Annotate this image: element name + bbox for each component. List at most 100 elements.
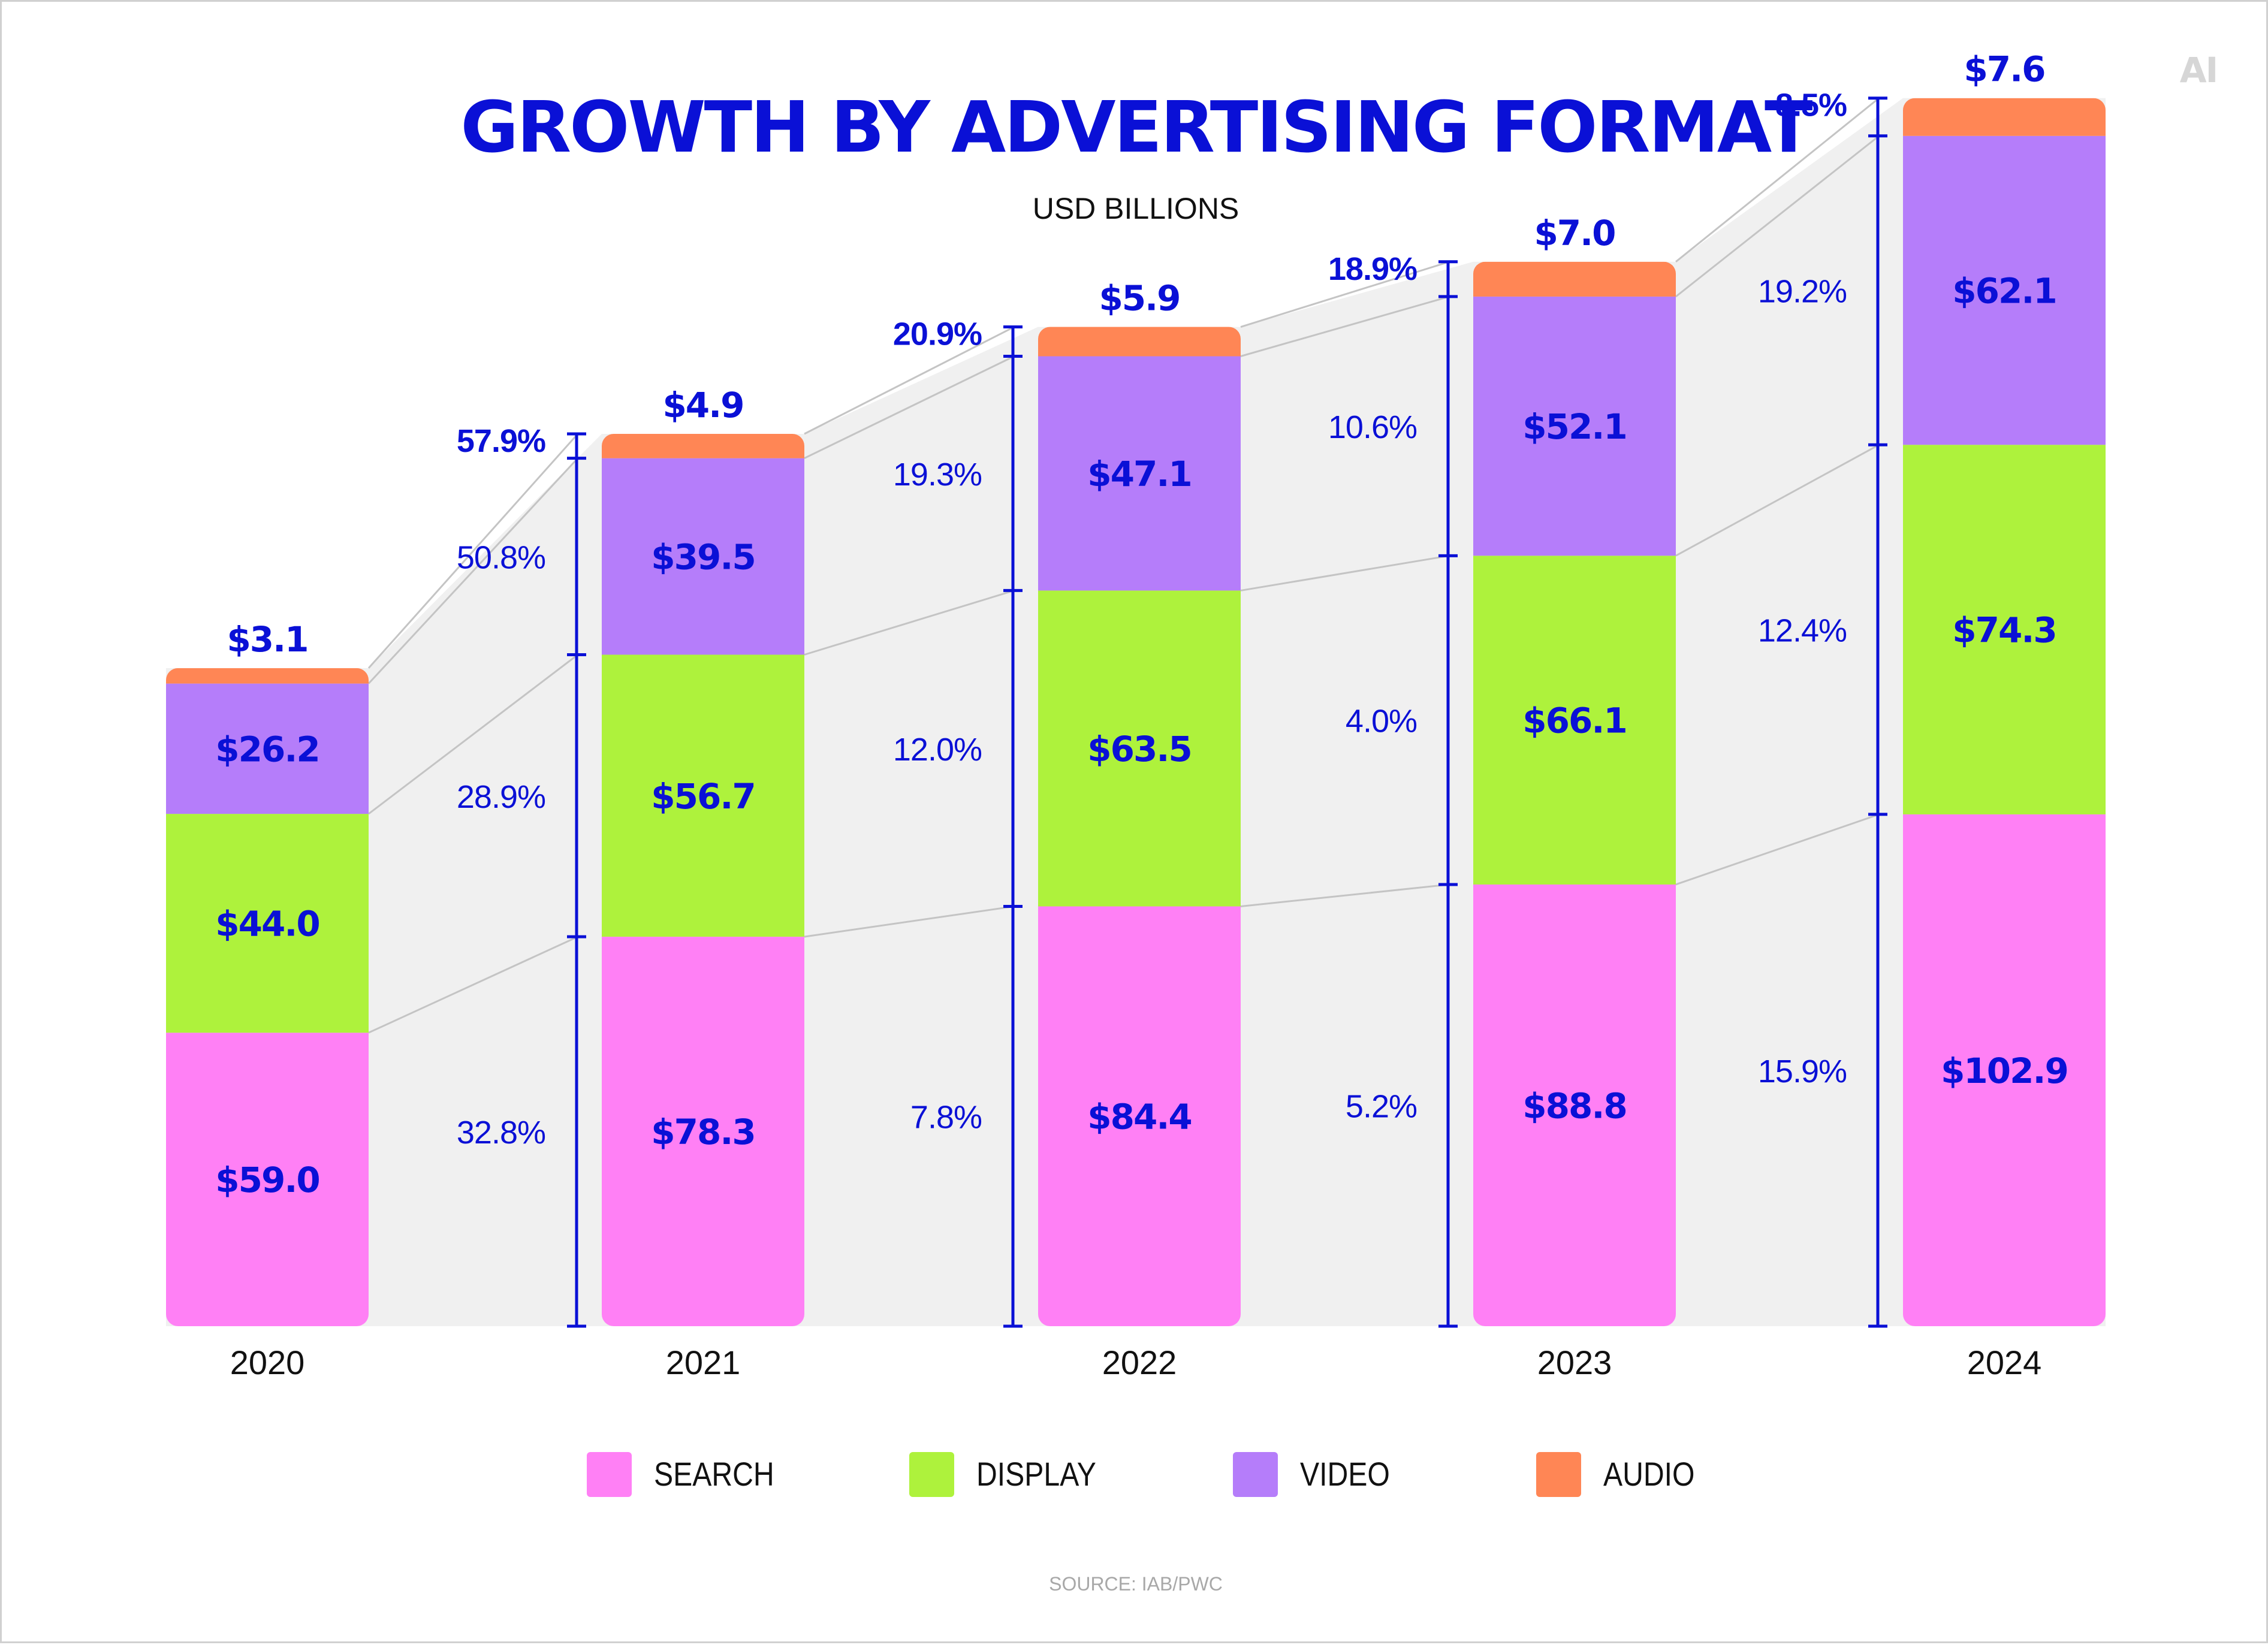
bar-segment-display-2021 [602,654,804,937]
bar-segment-display-2023 [1473,556,1676,885]
bar-segment-audio-2020 [166,668,369,684]
growth-label-video-2021: 50.8% [457,540,545,576]
growth-label-search-2021: 32.8% [457,1115,545,1151]
connector-line-video [367,457,579,684]
value-label-audio-2022: $5.9 [1099,278,1180,319]
growth-label-audio-2024: 8.5% [1775,87,1847,123]
x-tick-label-2021: 2021 [666,1344,741,1381]
connector-line-search [368,935,578,1034]
growth-rates-2020-2021: 32.8% 28.9% 50.8% 57.9% [457,423,586,1328]
growth-label-video-2023: 10.6% [1328,409,1417,445]
value-label-display-2020: $44.0 [215,904,319,944]
bar-2022: $84.4 $63.5 $47.1 $5.9 2022 [1038,278,1241,1381]
connector-line-search [804,905,1015,938]
connector-line-search [1675,813,1880,886]
value-label-display-2022: $63.5 [1087,729,1191,769]
value-label-search-2024: $102.9 [1941,1051,2068,1091]
value-label-video-2021: $39.5 [651,537,755,578]
bar-segment-video-2021 [602,458,804,655]
value-label-search-2022: $84.4 [1087,1097,1191,1137]
connector-line-audio [804,326,1015,435]
bar-segment-search-2020 [166,1033,369,1326]
legend-label-video: VIDEO [1300,1455,1390,1493]
bar-segment-video-2020 [166,683,369,814]
connector-line-audio [1240,261,1450,328]
connector-line-video [1240,295,1450,357]
bar-2020: $59.0 $44.0 $26.2 $3.1 2020 [166,619,369,1381]
value-label-video-2023: $52.1 [1522,406,1626,447]
bar-segments-2023 [1473,261,1676,1326]
bar-segment-audio-2023 [1473,261,1676,297]
x-tick-label-2020: 2020 [230,1344,305,1381]
growth-label-video-2024: 19.2% [1758,274,1847,310]
legend-label-display: DISPLAY [976,1455,1096,1493]
growth-label-display-2024: 12.4% [1758,613,1847,649]
connector-line-search [1240,883,1450,907]
growth-label-display-2021: 28.9% [457,779,545,815]
bar-segment-audio-2022 [1038,327,1241,357]
bar-segments-2020 [166,668,369,1326]
bar-segment-display-2024 [1903,445,2106,814]
value-label-display-2024: $74.3 [1952,610,2056,651]
growth-label-video-2022: 19.3% [893,457,982,493]
value-label-video-2022: $47.1 [1087,454,1191,494]
x-tick-label-2022: 2022 [1102,1344,1177,1381]
value-label-display-2021: $56.7 [651,776,755,817]
bar-2023: $88.8 $66.1 $52.1 $7.0 2023 [1473,213,1676,1381]
x-tick-label-2024: 2024 [1967,1344,2042,1381]
connector-line-video [1675,135,1880,298]
source-note: SOURCE: IAB/PWC [1049,1573,1223,1595]
legend-swatch-display [909,1452,954,1497]
value-label-search-2020: $59.0 [215,1160,319,1200]
connector-line-display [804,589,1015,656]
bar-segment-video-2023 [1473,296,1676,556]
growth-rates-2022-2023: 5.2% 4.0% 10.6% 18.9% [1328,251,1458,1328]
connector-line-video [804,355,1015,459]
value-label-audio-2021: $4.9 [662,385,743,425]
bar-segment-search-2023 [1473,884,1676,1326]
bar-segment-audio-2024 [1903,98,2106,136]
growth-label-search-2023: 5.2% [1346,1088,1417,1124]
bar-segments-2024 [1903,98,2106,1326]
growth-label-audio-2021: 57.9% [457,423,545,459]
growth-label-search-2022: 7.8% [910,1100,982,1136]
growth-label-display-2022: 12.0% [893,732,982,768]
bar-segment-search-2024 [1903,814,2106,1326]
connector-line-display [1675,443,1880,557]
bar-2021: $78.3 $56.7 $39.5 $4.9 2021 [602,385,804,1381]
growth-label-display-2023: 4.0% [1346,704,1417,740]
value-label-audio-2023: $7.0 [1534,213,1615,253]
growth-label-audio-2023: 18.9% [1328,251,1417,287]
connector-line-display [368,654,578,815]
growth-rates-2023-2024: 15.9% 12.4% 19.2% 8.5% [1758,87,1887,1328]
connector-line-display [1240,554,1450,591]
value-label-audio-2024: $7.6 [1964,49,2044,90]
chart-title: GROWTH BY ADVERTISING FORMAT [460,86,1812,168]
bar-segments-2021 [602,433,804,1326]
growth-label-search-2024: 15.9% [1758,1054,1847,1089]
value-label-video-2020: $26.2 [215,729,319,769]
legend-swatch-search [587,1452,632,1497]
legend-label-audio: AUDIO [1603,1455,1695,1493]
legend-label-search: SEARCH [654,1455,774,1493]
value-label-video-2024: $62.1 [1952,271,2056,312]
connector-line-audio [367,433,579,669]
bar-segments-2022 [1038,327,1241,1326]
brand-logo: AI [2179,50,2218,90]
x-tick-label-2023: 2023 [1537,1344,1612,1381]
chart-legend: SEARCH DISPLAY VIDEO AUDIO [2,1446,2268,1500]
bar-segment-audio-2021 [602,433,804,458]
bar-segment-video-2024 [1903,135,2106,445]
chart-subtitle: USD BILLIONS [1032,192,1239,225]
bar-segment-search-2021 [602,937,804,1326]
legend-swatch-audio [1536,1452,1581,1497]
growth-rates-2021-2022: 7.8% 12.0% 19.3% 20.9% [893,316,1023,1328]
value-label-search-2021: $78.3 [651,1112,755,1152]
bar-2024: $102.9 $74.3 $62.1 $7.6 2024 [1903,49,2106,1381]
bar-segment-display-2022 [1038,590,1241,907]
bar-segment-video-2022 [1038,356,1241,591]
legend-swatch-video [1233,1452,1278,1497]
value-label-audio-2020: $3.1 [227,619,307,660]
